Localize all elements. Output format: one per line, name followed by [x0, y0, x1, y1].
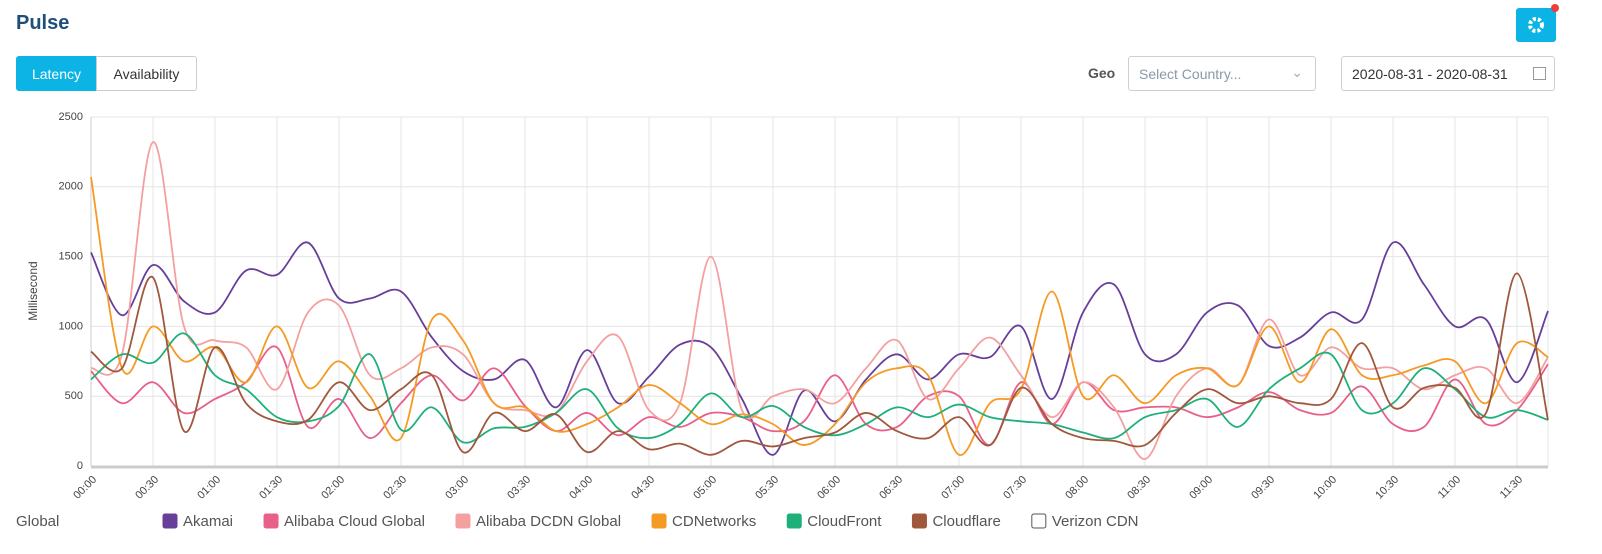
- x-tick-label: 10:30: [1373, 474, 1401, 502]
- x-tick-label: 09:00: [1187, 474, 1215, 502]
- legend-swatch: [651, 513, 667, 529]
- legend-swatch: [1031, 513, 1047, 529]
- date-picker[interactable]: 2020-08-31 - 2020-08-31: [1341, 56, 1555, 91]
- x-tick-label: 02:30: [381, 474, 409, 502]
- y-tick-label: 1500: [59, 251, 83, 263]
- legend-label: Verizon CDN: [1052, 513, 1139, 530]
- series-line: [90, 272, 1549, 456]
- y-axis-label: Millisecond: [26, 261, 40, 320]
- x-tick-label: 06:00: [815, 474, 843, 502]
- series-line: [90, 141, 1549, 460]
- y-tick-label: 2000: [59, 181, 83, 193]
- x-tick-label: 01:30: [257, 474, 285, 502]
- calendar-icon: [1533, 67, 1546, 80]
- x-tick-label: 11:00: [1436, 474, 1463, 501]
- x-tick-label: 11:30: [1498, 474, 1525, 501]
- settings-button[interactable]: [1516, 8, 1556, 42]
- geo-label: Geo: [1088, 65, 1116, 81]
- series-line: [90, 332, 1549, 444]
- x-tick-label: 01:00: [195, 474, 223, 502]
- x-tick-label: 10:00: [1311, 474, 1339, 502]
- notification-dot: [1551, 4, 1559, 12]
- legend-swatch: [455, 513, 471, 529]
- y-tick-label: 0: [77, 460, 83, 472]
- legend-swatch: [911, 513, 927, 529]
- x-tick-label: 08:30: [1125, 474, 1153, 502]
- x-tick-label: 05:00: [691, 474, 719, 502]
- x-tick-label: 06:30: [877, 474, 905, 502]
- legend-label: Alibaba DCDN Global: [476, 513, 621, 530]
- x-tick-label: 00:30: [133, 474, 161, 502]
- legend-label: Cloudflare: [932, 513, 1000, 530]
- x-tick-label: 00:00: [71, 474, 99, 502]
- y-tick-label: 2500: [59, 111, 83, 123]
- legend-title: Global: [16, 513, 59, 530]
- x-tick-label: 07:30: [1001, 474, 1029, 502]
- legend-swatch: [786, 513, 802, 529]
- tab[interactable]: Latency: [16, 56, 97, 91]
- x-tick-label: 07:00: [939, 474, 967, 502]
- series-line: [90, 241, 1549, 456]
- x-tick-label: 04:00: [567, 474, 595, 502]
- legend-label: Alibaba Cloud Global: [284, 513, 425, 530]
- x-tick-label: 05:30: [753, 474, 781, 502]
- legend-label: CDNetworks: [672, 513, 756, 530]
- country-select[interactable]: Select Country... ⌄: [1128, 56, 1316, 91]
- x-tick-label: 02:00: [319, 474, 347, 502]
- placeholder: Select Country...: [1139, 66, 1242, 82]
- series-line: [90, 345, 1549, 446]
- x-tick-label: 09:30: [1249, 474, 1277, 502]
- tab[interactable]: Availability: [96, 56, 197, 91]
- y-tick-label: 1000: [59, 320, 83, 332]
- x-tick-label: 04:30: [629, 474, 657, 502]
- chevron: ⌄: [1291, 64, 1303, 80]
- legend-swatch: [263, 513, 279, 529]
- page-title: Pulse: [16, 12, 70, 34]
- y-tick-label: 500: [65, 390, 83, 402]
- x-tick-label: 08:00: [1063, 474, 1091, 502]
- series-line: [90, 176, 1549, 456]
- legend-label: Akamai: [183, 513, 233, 530]
- date-text: 2020-08-31 - 2020-08-31: [1352, 66, 1508, 82]
- x-tick-label: 03:00: [443, 474, 471, 502]
- gear-icon: [1528, 17, 1544, 33]
- legend-label: CloudFront: [807, 513, 882, 530]
- x-tick-label: 03:30: [505, 474, 533, 502]
- legend-swatch: [162, 513, 178, 529]
